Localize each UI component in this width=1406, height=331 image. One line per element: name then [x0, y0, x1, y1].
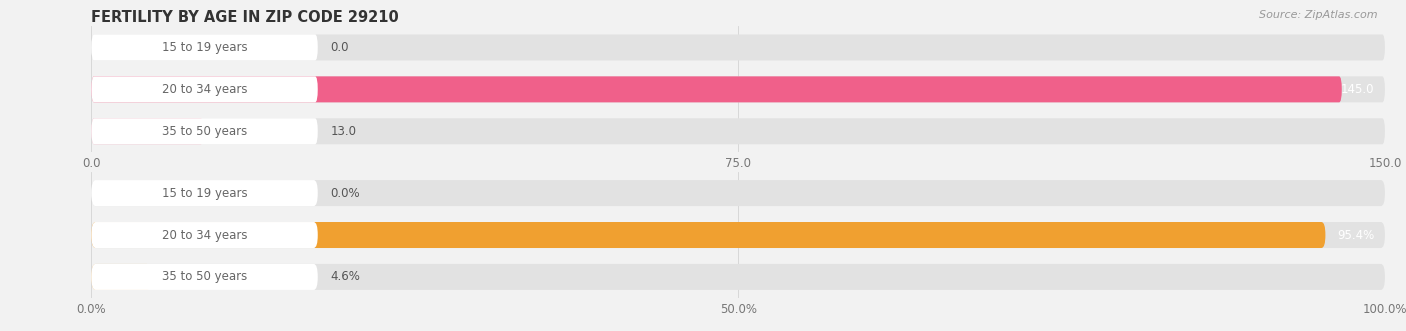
FancyBboxPatch shape — [91, 76, 1385, 102]
Text: 50.0%: 50.0% — [720, 303, 756, 316]
Text: 75.0: 75.0 — [725, 157, 751, 170]
FancyBboxPatch shape — [91, 264, 318, 290]
Text: 145.0: 145.0 — [1341, 83, 1375, 96]
Text: 0.0%: 0.0% — [76, 303, 107, 316]
Text: 0.0: 0.0 — [330, 41, 349, 54]
FancyBboxPatch shape — [91, 222, 1326, 248]
Text: 150.0: 150.0 — [1368, 157, 1402, 170]
FancyBboxPatch shape — [91, 34, 318, 61]
Text: 0.0: 0.0 — [82, 157, 101, 170]
Text: 20 to 34 years: 20 to 34 years — [162, 228, 247, 242]
Text: 35 to 50 years: 35 to 50 years — [162, 125, 247, 138]
Text: Source: ZipAtlas.com: Source: ZipAtlas.com — [1260, 10, 1378, 20]
FancyBboxPatch shape — [91, 264, 150, 290]
Text: 13.0: 13.0 — [330, 125, 357, 138]
FancyBboxPatch shape — [91, 222, 1385, 248]
FancyBboxPatch shape — [91, 34, 1385, 61]
Text: 35 to 50 years: 35 to 50 years — [162, 270, 247, 283]
FancyBboxPatch shape — [91, 222, 318, 248]
Text: 95.4%: 95.4% — [1337, 228, 1375, 242]
Text: 15 to 19 years: 15 to 19 years — [162, 187, 247, 200]
FancyBboxPatch shape — [91, 76, 318, 102]
FancyBboxPatch shape — [91, 118, 204, 144]
FancyBboxPatch shape — [91, 180, 318, 206]
FancyBboxPatch shape — [91, 118, 1385, 144]
FancyBboxPatch shape — [91, 264, 1385, 290]
FancyBboxPatch shape — [91, 118, 318, 144]
Text: 100.0%: 100.0% — [1362, 303, 1406, 316]
Text: 20 to 34 years: 20 to 34 years — [162, 83, 247, 96]
Text: FERTILITY BY AGE IN ZIP CODE 29210: FERTILITY BY AGE IN ZIP CODE 29210 — [91, 10, 399, 25]
FancyBboxPatch shape — [91, 180, 1385, 206]
FancyBboxPatch shape — [91, 76, 1341, 102]
Text: 15 to 19 years: 15 to 19 years — [162, 41, 247, 54]
Text: 4.6%: 4.6% — [330, 270, 360, 283]
Text: 0.0%: 0.0% — [330, 187, 360, 200]
